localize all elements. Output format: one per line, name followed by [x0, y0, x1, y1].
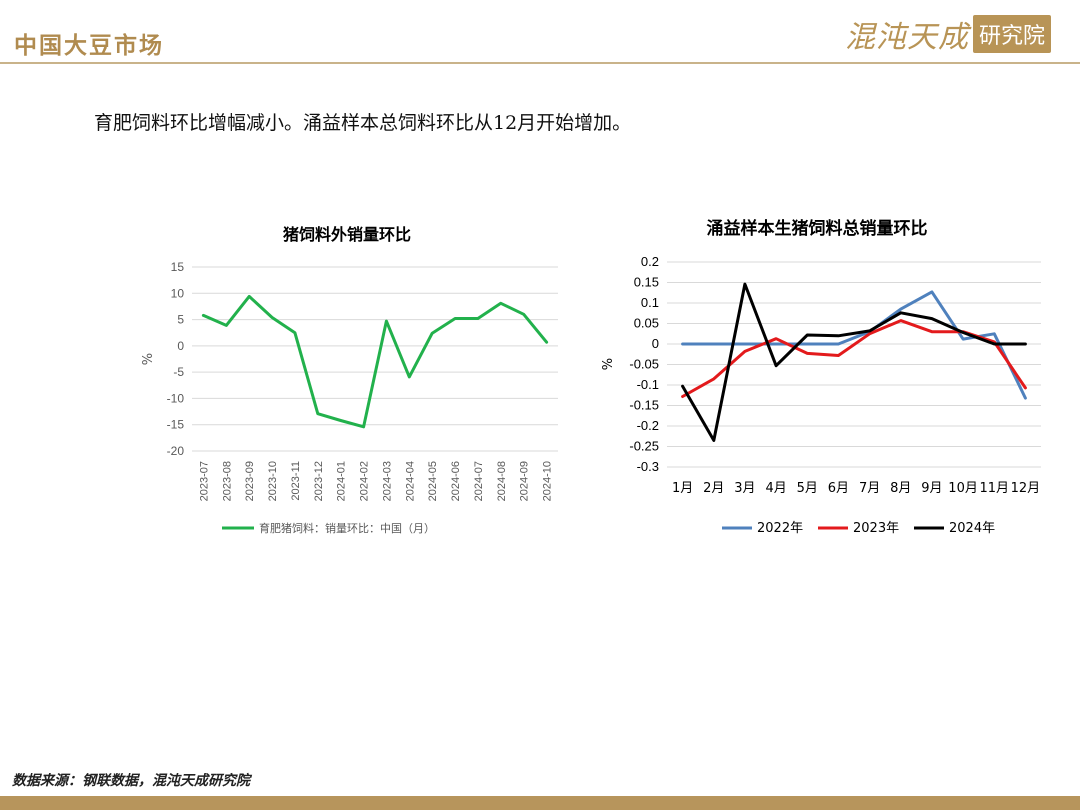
chart-1-x-tick-label: 2024-01 [336, 461, 348, 501]
chart-1-y-tick-label: -20 [167, 444, 185, 458]
chart-2-y-tick-label: -0.15 [629, 398, 659, 413]
chart-1-x-tick-label: 2024-09 [519, 461, 531, 501]
chart-2-y-tick-label: -0.2 [637, 418, 659, 433]
chart-2-y-axis-label: % [601, 358, 616, 370]
header-title: 中国大豆市场 [14, 32, 164, 59]
brand-logo: 混沌天成 研究院 [845, 14, 1052, 55]
chart-1-y-tick-label: -15 [167, 418, 185, 432]
chart-2-y-tick-label: 0.15 [634, 275, 659, 290]
chart-2-y-tick-label: 0 [652, 336, 659, 351]
chart-2-y-tick-label: -0.1 [637, 377, 659, 392]
chart-2-x-tick-label: 10月 [948, 481, 978, 496]
chart-2-y-tick-label: 0.2 [641, 254, 659, 269]
chart-2-y-tick-label: -0.05 [629, 357, 659, 372]
chart-1-series-line-1 [201, 294, 549, 429]
chart-1-y-tick-label: 0 [177, 339, 184, 353]
chart-1-x-tick-label: 2024-04 [404, 461, 416, 501]
chart-1-x-tick-label: 2024-06 [450, 461, 462, 501]
chart-1-y-axis-label: % [141, 353, 156, 365]
chart-2-x-tick-label: 6月 [828, 481, 849, 496]
chart-2-x-tick-label: 12月 [1011, 481, 1041, 496]
chart-2-y-tick-label: 0.1 [641, 295, 659, 310]
chart-1-legend-label-1: 育肥猪饲料：销量环比：中国（月） [259, 521, 435, 535]
chart-2-x-tick-label: 9月 [921, 481, 942, 496]
chart-2-legend-label-3: 2024年 [949, 521, 995, 536]
chart-2-y-tick-label: -0.25 [629, 439, 659, 454]
chart-1-y-tick-label: 15 [171, 260, 185, 274]
chart-1-x-tick-label: 2024-08 [496, 461, 508, 501]
chart-1-x-tick-label: 2023-11 [290, 461, 302, 501]
chart-2-x-tick-label: 3月 [734, 481, 755, 496]
chart-1-x-tick-label: 2023-10 [267, 461, 279, 501]
chart-2-x-tick-label: 4月 [765, 481, 786, 496]
chart-1-x-tick-label: 2024-05 [427, 461, 439, 501]
chart-1-x-tick-label: 2024-10 [542, 461, 554, 501]
chart-1-x-tick-label: 2023-12 [313, 461, 325, 501]
chart-1-x-tick-label: 2023-07 [198, 461, 210, 501]
chart-2-x-tick-label: 2月 [703, 481, 724, 496]
chart-2-y-tick-label: 0.05 [634, 316, 659, 331]
chart-2-series-line-3 [681, 282, 1027, 442]
chart-2-x-tick-label: 8月 [890, 481, 911, 496]
footer-bar [0, 796, 1080, 810]
logo-main-text: 混沌天成 [845, 20, 969, 55]
header-divider [0, 62, 1080, 64]
chart-1-x-tick-label: 2024-07 [473, 461, 485, 501]
page-subtitle: 育肥饲料环比增幅减小。涌益样本总饲料环比从12月开始增加。 [94, 112, 632, 134]
chart-1-x-tick-label: 2024-03 [381, 461, 393, 501]
logo-box-text: 研究院 [973, 15, 1052, 53]
chart-2-series-line-1 [681, 290, 1027, 400]
chart-2-legend-label-1: 2022年 [757, 521, 803, 536]
chart-2-y-tick-label: -0.3 [637, 459, 659, 474]
chart-2-x-tick-label: 5月 [797, 481, 818, 496]
chart-2-legend-label-2: 2023年 [853, 521, 899, 536]
chart-2-x-tick-label: 7月 [859, 481, 880, 496]
chart-2-title: 涌益样本生猪饲料总销量环比 [707, 218, 928, 239]
chart-1-title: 猪饲料外销量环比 [282, 225, 411, 244]
data-source-note: 数据来源：钢联数据，混沌天成研究院 [12, 773, 250, 789]
chart-2-x-tick-label: 1月 [672, 481, 693, 496]
chart-1-y-tick-label: 10 [171, 286, 185, 300]
chart-1-y-tick-label: -10 [167, 391, 185, 405]
chart-1-x-tick-label: 2023-09 [244, 461, 256, 501]
chart-2-x-tick-label: 11月 [979, 481, 1009, 496]
chart-1-y-tick-label: -5 [173, 365, 184, 379]
chart-1-x-tick-label: 2024-02 [359, 461, 371, 501]
chart-1-y-tick-label: 5 [177, 313, 184, 327]
chart-1-x-tick-label: 2023-08 [221, 461, 233, 501]
